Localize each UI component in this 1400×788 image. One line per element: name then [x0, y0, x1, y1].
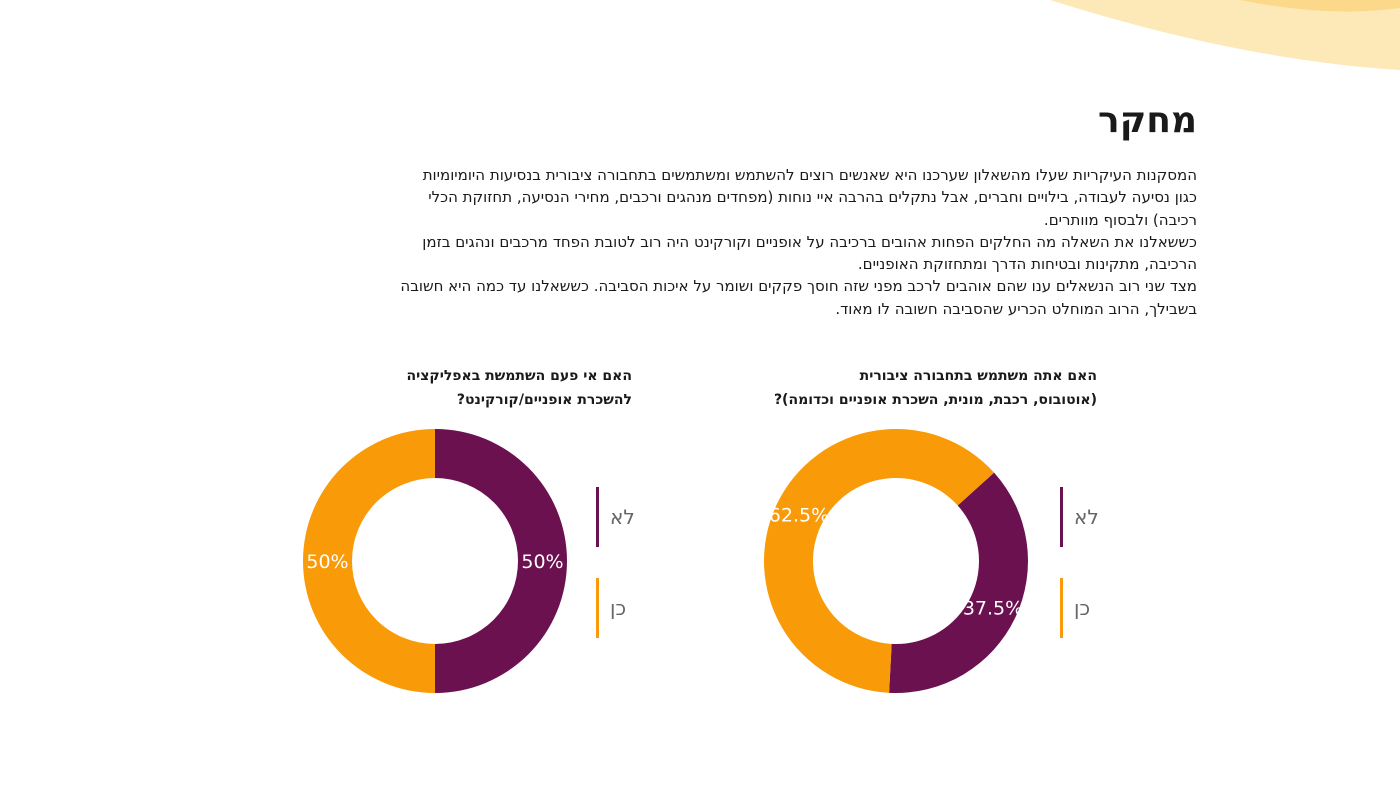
intro-paragraph: מצד שני רוב הנשאלים ענו שהם אוהבים לרכב …	[400, 277, 1197, 318]
chart2-question: האם אי פעם השתמשת באפליקציה להשכרת אופני…	[407, 364, 632, 412]
page-title: מחקר	[1098, 100, 1197, 141]
chart1-donut: 37.5% 62.5%	[764, 429, 1028, 693]
chart1-legend-label-no: לא	[1074, 505, 1099, 529]
donut-value-label: 50%	[521, 551, 563, 573]
chart2-question-line: האם אי פעם השתמשת באפליקציה	[406, 368, 632, 384]
chart1-question-line: (אוטובוס, רכבת, מונית, השכרת אופניים וכד…	[773, 392, 1097, 408]
chart1-legend-swatch-no	[1060, 487, 1063, 547]
chart2-legend-swatch-yes	[596, 578, 599, 638]
donut-slice-yes	[764, 429, 995, 693]
chart1-question: האם אתה משתמש בתחבורה ציבורית (אוטובוס, …	[774, 364, 1097, 412]
donut-slice-yes	[303, 429, 435, 693]
chart1-legend-swatch-yes	[1060, 578, 1063, 638]
chart2-legend-label-no: לא	[610, 505, 635, 529]
chart2-question-line: להשכרת אופניים/קורקינט?	[456, 392, 632, 408]
decor-shape-mid	[1240, 0, 1400, 12]
donut-value-label: 37.5%	[963, 597, 1023, 619]
intro-paragraph: המסקנות העיקריות שעלו מהשאלון שערכנו היא…	[422, 166, 1197, 229]
chart1-question-line: האם אתה משתמש בתחבורה ציבורית	[859, 368, 1097, 384]
intro-paragraph: כששאלנו את השאלה מה החלקים הפחות אהובים …	[422, 232, 1197, 274]
intro-text: המסקנות העיקריות שעלו מהשאלון שערכנו היא…	[397, 164, 1197, 320]
donut-value-label: 62.5%	[769, 505, 829, 527]
donut-slice-no	[435, 429, 567, 693]
chart1-legend-label-yes: כן	[1074, 596, 1091, 620]
donut-slice-no	[889, 472, 1028, 693]
chart2-legend-label-yes: כן	[610, 596, 627, 620]
decor-shape-light	[1050, 0, 1400, 70]
chart2-donut: 50% 50%	[303, 429, 567, 693]
chart2-legend-swatch-no	[596, 487, 599, 547]
donut-value-label: 50%	[306, 551, 348, 573]
